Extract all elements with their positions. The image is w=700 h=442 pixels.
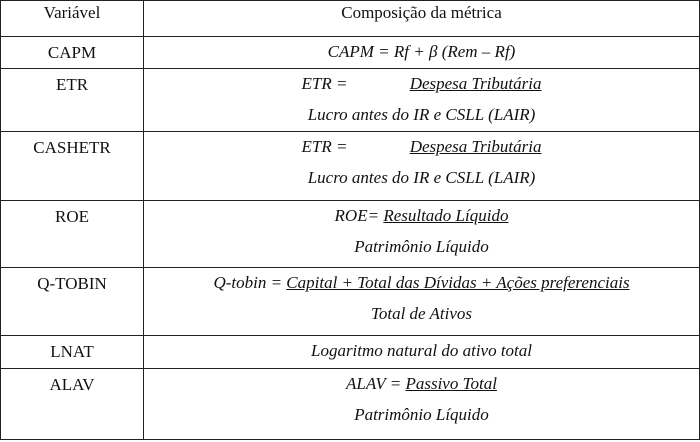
formula-lhs: ETR = bbox=[301, 74, 352, 93]
formula-cell: ROE= Resultado Líquido Patrimônio Líquid… bbox=[143, 200, 700, 268]
formula-lhs: ALAV = bbox=[346, 374, 406, 393]
header-variable: Variável bbox=[0, 0, 144, 37]
formula-cell: CAPM = Rf + β (Rem – Rf) bbox=[143, 36, 700, 69]
variable-cell: CASHETR bbox=[0, 131, 144, 201]
formula-numerator: Despesa Tributária bbox=[409, 74, 542, 93]
formula-denominator: Patrimônio Líquido bbox=[354, 405, 489, 424]
variable-cell: ROE bbox=[0, 200, 144, 268]
formula-numerator: Despesa Tributária bbox=[409, 137, 542, 156]
formula-cell: ETR = Despesa Tributária Lucro antes do … bbox=[143, 68, 700, 132]
formula-denominator: Lucro antes do IR e CSLL (LAIR) bbox=[307, 105, 536, 124]
formula-numerator: Resultado Líquido bbox=[383, 206, 509, 225]
table-row: ROE ROE= Resultado Líquido Patrimônio Lí… bbox=[0, 200, 700, 268]
formula-cell: ETR = Despesa Tributária Lucro antes do … bbox=[143, 131, 700, 201]
variable-cell: ALAV bbox=[0, 368, 144, 440]
formula-denominator: Patrimônio Líquido bbox=[354, 237, 489, 256]
formula: Logaritmo natural do ativo total bbox=[310, 341, 533, 360]
formula-lhs: ROE= bbox=[334, 206, 384, 225]
formula: CAPM = Rf + β (Rem – Rf) bbox=[327, 42, 516, 61]
variable-cell: CAPM bbox=[0, 36, 144, 69]
formula-numerator: Passivo Total bbox=[405, 374, 497, 393]
formula-lhs: ETR = bbox=[301, 137, 352, 156]
formula-denominator: Total de Ativos bbox=[370, 304, 473, 323]
table-row: LNAT Logaritmo natural do ativo total bbox=[0, 335, 700, 369]
formula-lhs: Q-tobin = bbox=[213, 273, 287, 292]
formula-cell: Q-tobin = Capital + Total das Dívidas + … bbox=[143, 267, 700, 336]
table-row: Q-TOBIN Q-tobin = Capital + Total das Dí… bbox=[0, 267, 700, 336]
variable-cell: ETR bbox=[0, 68, 144, 132]
header-composition: Composição da métrica bbox=[143, 0, 700, 37]
table-row: CASHETR ETR = Despesa Tributária Lucro a… bbox=[0, 131, 700, 201]
variable-cell: Q-TOBIN bbox=[0, 267, 144, 336]
formula-cell: ALAV = Passivo Total Patrimônio Líquido bbox=[143, 368, 700, 440]
formula-denominator: Lucro antes do IR e CSLL (LAIR) bbox=[307, 168, 536, 187]
table-row: ETR ETR = Despesa Tributária Lucro antes… bbox=[0, 68, 700, 132]
formula-cell: Logaritmo natural do ativo total bbox=[143, 335, 700, 369]
variable-cell: LNAT bbox=[0, 335, 144, 369]
table-row: ALAV ALAV = Passivo Total Patrimônio Líq… bbox=[0, 368, 700, 440]
table-row: CAPM CAPM = Rf + β (Rem – Rf) bbox=[0, 36, 700, 69]
header-row: Variável Composição da métrica bbox=[0, 0, 700, 37]
formula-numerator: Capital + Total das Dívidas + Ações pref… bbox=[286, 273, 630, 292]
